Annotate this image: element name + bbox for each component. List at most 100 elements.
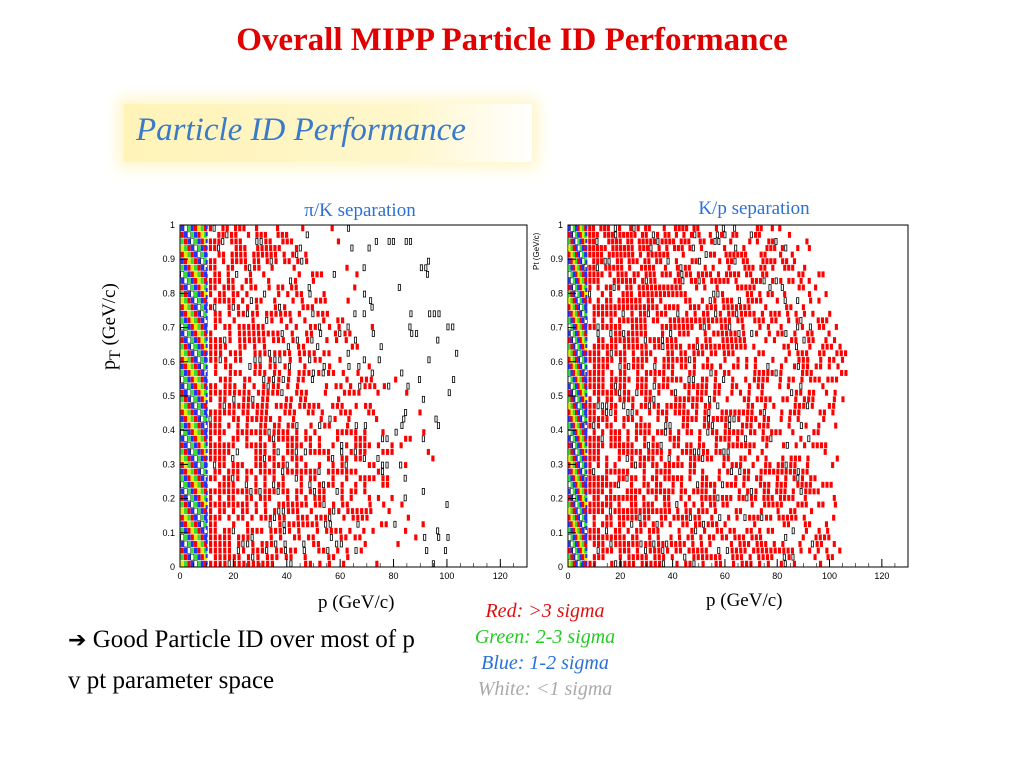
heatmap-cell-red — [809, 475, 813, 482]
heatmap-cell-red — [670, 554, 674, 561]
heatmap-cell-red — [334, 337, 339, 344]
heatmap-cell-red — [655, 304, 659, 311]
heatmap-cell-red — [765, 245, 769, 251]
heatmap-cell-lowp — [190, 475, 194, 482]
heatmap-cell-red — [827, 356, 831, 363]
heatmap-cell-lowp — [577, 370, 581, 376]
heatmap-cell-red — [685, 317, 689, 324]
heatmap-cell-red — [238, 343, 242, 350]
heatmap-cell-lowp — [577, 310, 581, 317]
heatmap-cell-red — [213, 317, 217, 324]
heatmap-cell-red — [745, 416, 749, 422]
heatmap-cell-lowp — [575, 231, 579, 238]
heatmap-cell-red — [647, 225, 651, 232]
heatmap-cell-red — [271, 383, 276, 390]
heatmap-cell-lowp — [190, 277, 194, 284]
heatmap-cell-lowp — [568, 488, 572, 495]
heatmap-cell-red — [295, 501, 299, 508]
heatmap-cell-lowp — [570, 337, 574, 344]
heatmap-cell-red — [241, 534, 245, 541]
heatmap-cell-red — [814, 284, 818, 291]
heatmap-cell-red — [840, 356, 845, 363]
heatmap-cell-red — [646, 245, 650, 251]
heatmap-cell-lowp — [197, 468, 201, 475]
heatmap-cell-red — [734, 277, 738, 284]
heatmap-cell-white — [331, 455, 335, 462]
heatmap-cell-red — [319, 271, 324, 278]
heatmap-cell-red — [622, 541, 626, 547]
heatmap-cell-red — [222, 448, 226, 455]
heatmap-cell-white — [272, 435, 276, 443]
heatmap-cell-red — [638, 310, 642, 317]
heatmap-cell-red — [264, 238, 268, 245]
heatmap-cell-red — [281, 501, 286, 508]
heatmap-cell-red — [722, 370, 727, 376]
heatmap-cell-red — [260, 527, 264, 534]
heatmap-cell-red — [671, 363, 675, 370]
heatmap-cell-lowp — [194, 475, 198, 482]
heatmap-cell-lowp — [570, 409, 574, 416]
heatmap-cell-red — [761, 429, 765, 436]
heatmap-cell-white — [402, 415, 406, 423]
heatmap-cell-lowp — [579, 370, 583, 376]
heatmap-cell-red — [672, 514, 676, 521]
heatmap-cell-red — [745, 271, 749, 278]
heatmap-cell-red — [236, 435, 240, 442]
heatmap-cell-red — [680, 475, 684, 482]
heatmap-cell-red — [258, 494, 263, 501]
heatmap-cell-red — [692, 488, 696, 495]
heatmap-cell-red — [704, 383, 709, 390]
heatmap-cell-red — [732, 429, 736, 436]
heatmap-cell-red — [724, 251, 728, 258]
heatmap-cell-red — [287, 521, 291, 528]
heatmap-cell-red — [596, 251, 600, 258]
heatmap-cell-red — [374, 416, 379, 422]
heatmap-cell-red — [245, 501, 249, 508]
heatmap-cell-red — [611, 238, 615, 245]
heatmap-cell-lowp — [570, 455, 574, 462]
heatmap-cell-red — [222, 297, 226, 304]
heatmap-cell-white — [213, 303, 217, 311]
heatmap-cell-red — [668, 238, 672, 245]
heatmap-cell-white — [294, 474, 298, 482]
heatmap-cell-lowp — [577, 541, 581, 547]
heatmap-cell-red — [718, 310, 722, 317]
heatmap-cell-red — [262, 271, 266, 278]
heatmap-cell-red — [249, 277, 253, 284]
heatmap-cell-lowp — [190, 383, 194, 390]
heatmap-cell-lowp — [570, 396, 574, 403]
heatmap-cell-red — [295, 494, 299, 501]
heatmap-cell-red — [724, 271, 729, 278]
heatmap-cell-red — [805, 370, 809, 376]
heatmap-cell-lowp — [197, 422, 201, 429]
heatmap-cell-red — [631, 251, 635, 258]
heatmap-cell-red — [617, 455, 621, 462]
heatmap-cell-red — [818, 409, 822, 416]
heatmap-cell-red — [272, 337, 276, 344]
heatmap-cell-red — [340, 455, 344, 462]
heatmap-cell-lowp — [581, 343, 586, 350]
heatmap-cell-red — [261, 396, 265, 403]
heatmap-cell-white — [632, 224, 636, 232]
heatmap-cell-red — [780, 330, 784, 337]
heatmap-cell-red — [730, 343, 734, 350]
heatmap-cell-red — [739, 547, 743, 554]
heatmap-cell-lowp — [568, 396, 572, 403]
heatmap-cell-red — [367, 363, 371, 370]
heatmap-cell-lowp — [568, 422, 572, 429]
heatmap-cell-white — [605, 402, 609, 410]
heatmap-cell-red — [623, 376, 627, 383]
heatmap-cell-red — [242, 330, 246, 337]
heatmap-cell-red — [295, 462, 299, 469]
heatmap-cell-red — [692, 356, 697, 363]
heatmap-cell-red — [670, 284, 674, 291]
heatmap-cell-red — [749, 527, 753, 534]
heatmap-cell-red — [626, 416, 630, 422]
heatmap-cell-red — [700, 475, 705, 482]
heatmap-cell-red — [426, 448, 430, 455]
heatmap-cell-red — [827, 402, 831, 409]
heatmap-cell-red — [811, 396, 815, 403]
heatmap-cell-red — [659, 310, 664, 317]
heatmap-cell-red — [712, 488, 717, 495]
heatmap-cell-lowp — [194, 251, 198, 258]
